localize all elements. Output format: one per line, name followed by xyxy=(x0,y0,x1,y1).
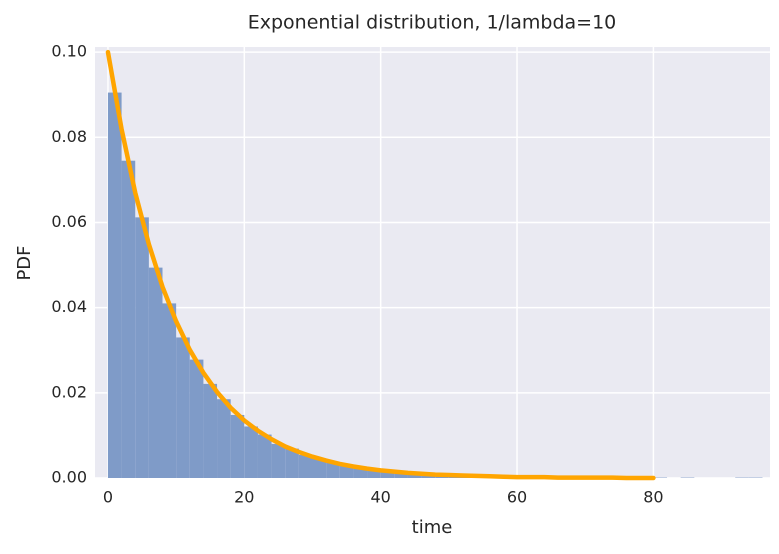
histogram-bar xyxy=(407,473,422,478)
histogram-bar xyxy=(271,443,286,478)
histogram-bar xyxy=(298,455,313,478)
histogram-bar xyxy=(326,462,340,478)
x-tick-label: 60 xyxy=(507,488,527,507)
histogram-bar xyxy=(107,92,122,478)
y-tick-label: 0.08 xyxy=(51,127,87,146)
y-tick-label: 0.00 xyxy=(51,468,87,487)
histogram-bar xyxy=(121,160,136,478)
histogram-bar xyxy=(230,414,245,478)
histogram-bar xyxy=(203,383,218,478)
pdf-line xyxy=(105,49,656,481)
y-tick-label: 0.10 xyxy=(51,42,87,61)
histogram-bar xyxy=(380,470,395,478)
histogram-bar xyxy=(148,267,163,478)
histogram-bar xyxy=(162,303,177,478)
histogram-bar xyxy=(353,467,368,478)
x-tick-label: 80 xyxy=(643,488,663,507)
chart-title: Exponential distribution, 1/lambda=10 xyxy=(248,12,617,34)
y-axis-label: PDF xyxy=(14,245,35,280)
histogram-bar xyxy=(257,434,272,478)
y-tick-label: 0.04 xyxy=(51,297,87,316)
x-axis-label: time xyxy=(412,517,453,538)
histogram-bar xyxy=(244,426,258,478)
x-tick-label: 0 xyxy=(103,488,113,507)
y-tick-label: 0.06 xyxy=(51,212,87,231)
histogram-bar xyxy=(189,359,204,478)
histogram-bar xyxy=(312,458,327,478)
x-tick-label: 40 xyxy=(371,488,391,507)
histogram-bar xyxy=(176,337,190,478)
histogram-bar xyxy=(394,472,408,478)
x-tick-label: 20 xyxy=(234,488,254,507)
histogram-bar xyxy=(285,448,299,478)
histogram-bar xyxy=(135,217,149,479)
y-tick-label: 0.02 xyxy=(51,382,87,401)
histogram-bar xyxy=(367,469,381,478)
histogram-bar xyxy=(217,399,231,478)
